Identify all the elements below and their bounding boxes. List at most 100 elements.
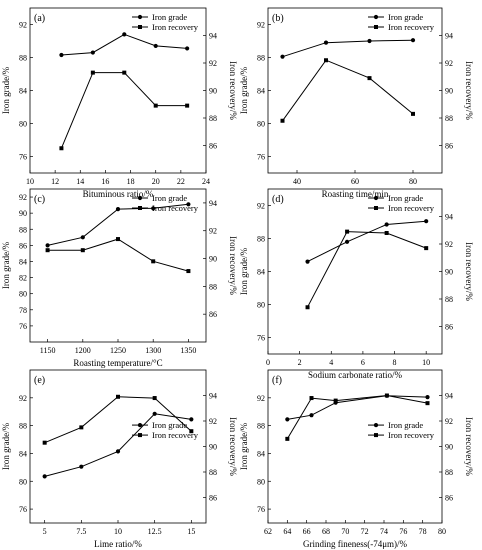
- x-tick-label: 22: [177, 177, 185, 186]
- data-point-iron-recovery: [80, 248, 85, 253]
- x-tick-label: 1250: [110, 346, 126, 355]
- x-tick-label: 4: [329, 358, 333, 367]
- data-point-iron-grade: [323, 40, 329, 45]
- y-right-tick-label: 88: [445, 114, 453, 123]
- legend-label: Iron grade: [388, 12, 423, 22]
- data-point-iron-grade: [153, 43, 158, 49]
- series-line-iron-grade: [282, 39, 414, 58]
- data-point-iron-grade: [367, 38, 372, 44]
- x-tick-label: 72: [361, 527, 369, 536]
- plot-frame: [29, 7, 207, 174]
- y-right-tick-label: 86: [445, 142, 453, 151]
- y-right-axis-label: Iron recovery/%: [228, 417, 238, 476]
- x-tick-label: 80: [438, 527, 446, 536]
- y-left-tick-label: 78: [19, 306, 27, 315]
- plot-frame: [267, 188, 443, 355]
- data-point-iron-grade: [115, 449, 121, 454]
- data-point-iron-recovery: [309, 396, 314, 401]
- data-point-iron-recovery: [45, 248, 50, 253]
- series-line-iron-grade: [307, 220, 427, 263]
- y-right-tick-label: 86: [445, 323, 453, 332]
- data-point-iron-grade: [151, 206, 156, 211]
- legend-label: Iron recovery: [388, 22, 435, 32]
- x-tick-label: 1200: [75, 346, 91, 355]
- y-right-tick-label: 90: [445, 268, 453, 277]
- y-right-tick-label: 92: [209, 417, 217, 426]
- y-left-tick-label: 80: [257, 120, 265, 129]
- data-point-iron-recovery: [333, 398, 338, 403]
- data-point-iron-recovery: [116, 394, 120, 399]
- data-point-iron-grade: [425, 395, 430, 400]
- y-left-tick-label: 76: [19, 153, 27, 162]
- legend-marker-circle: [373, 422, 379, 428]
- x-tick-label: 64: [283, 527, 291, 536]
- data-point-iron-grade: [45, 243, 50, 248]
- panel-a: 10 12 14 16 18 20 22 24 76 80 84 88 92 86 88 90 92 94 Bitu…: [1, 7, 238, 199]
- data-point-iron-grade: [309, 413, 314, 418]
- y-right-tick-label: 94: [445, 213, 453, 222]
- y-right-tick-label: 90: [209, 87, 217, 96]
- x-axis-label: Roasting temperature/°C: [73, 358, 162, 368]
- plot-frame: [29, 369, 207, 524]
- series-line-iron-recovery: [60, 72, 188, 149]
- y-left-tick-label: 92: [19, 394, 27, 403]
- panel-b: 40 60 80 76 80 84 88 92 86 88 90 92 94 Roasting time/…: [239, 7, 474, 199]
- data-point-iron-grade: [42, 474, 47, 479]
- y-left-tick-label: 88: [19, 422, 27, 431]
- data-point-iron-grade: [305, 259, 310, 264]
- y-left-tick-label: 84: [19, 257, 27, 266]
- y-left-axis-label: Iron grade/%: [239, 422, 249, 470]
- data-point-iron-recovery: [122, 70, 127, 75]
- x-tick-label: 68: [322, 527, 330, 536]
- y-left-tick-label: 80: [257, 301, 265, 310]
- y-left-axis-label: Iron grade/%: [239, 247, 249, 295]
- y-left-tick-label: 84: [257, 449, 265, 458]
- series-line-iron-recovery: [47, 238, 189, 272]
- x-axis-label: Sodium carbonate ratio/%: [308, 370, 402, 380]
- y-right-tick-label: 92: [445, 240, 453, 249]
- y-left-tick-label: 92: [19, 21, 27, 30]
- data-point-iron-recovery: [90, 70, 95, 75]
- x-tick-label: 66: [303, 527, 311, 536]
- x-tick-label: 62: [264, 527, 272, 536]
- x-tick-label: 10: [422, 358, 430, 367]
- data-point-iron-recovery: [424, 246, 429, 251]
- legend-marker-circle: [137, 422, 143, 428]
- plot-frame: [267, 7, 443, 174]
- y-left-tick-label: 92: [257, 21, 265, 30]
- y-right-tick-label: 90: [445, 87, 453, 96]
- legend-marker-circle: [137, 195, 143, 201]
- y-right-tick-label: 88: [445, 295, 453, 304]
- x-tick-label: 1350: [180, 346, 196, 355]
- series-line-iron-recovery: [307, 231, 427, 308]
- data-point-iron-grade: [285, 417, 290, 422]
- data-point-iron-grade: [424, 219, 429, 224]
- y-right-tick-label: 94: [209, 199, 217, 208]
- data-point-iron-grade: [59, 52, 64, 58]
- y-left-tick-label: 76: [19, 505, 27, 514]
- data-point-iron-recovery: [42, 440, 47, 445]
- series-line-iron-recovery: [282, 59, 414, 122]
- x-tick-label: 74: [380, 527, 388, 536]
- y-right-axis-label: Iron recovery/%: [464, 61, 474, 120]
- legend-marker-circle: [137, 14, 143, 20]
- data-point-iron-recovery: [345, 229, 350, 234]
- y-right-axis-label: Iron recovery/%: [464, 417, 474, 476]
- data-point-iron-recovery: [153, 103, 158, 108]
- data-point-iron-recovery: [151, 259, 156, 264]
- x-tick-label: 12.5: [148, 527, 162, 536]
- x-tick-label: 12: [51, 177, 59, 186]
- y-left-tick-label: 80: [19, 120, 27, 129]
- y-left-axis-label: Iron grade/%: [1, 241, 11, 289]
- x-tick-label: 16: [101, 177, 109, 186]
- data-point-iron-recovery: [324, 58, 328, 63]
- y-left-tick-label: 84: [19, 449, 27, 458]
- data-point-iron-recovery: [384, 393, 389, 398]
- data-point-iron-grade: [90, 50, 95, 55]
- y-left-tick-label: 92: [257, 202, 265, 211]
- x-tick-label: 10: [26, 177, 34, 186]
- y-left-axis-label: Iron grade/%: [1, 66, 11, 114]
- y-right-tick-label: 92: [209, 59, 217, 68]
- y-left-tick-label: 88: [19, 225, 27, 234]
- legend-label: Iron grade: [152, 193, 187, 203]
